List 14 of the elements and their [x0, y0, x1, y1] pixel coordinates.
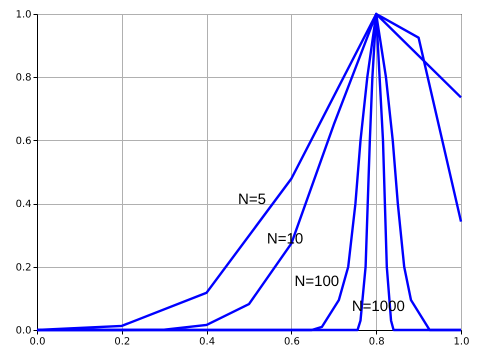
- y-tick-label: 0.0: [16, 326, 32, 336]
- y-tick-label: 0.2: [16, 262, 32, 274]
- series-label: N=100: [294, 273, 340, 290]
- y-tick-label: 1.0: [16, 10, 32, 20]
- x-tick-label: 0.0: [30, 336, 46, 348]
- x-tick-label: 0.6: [284, 336, 300, 348]
- x-tick-label: 0.2: [114, 336, 130, 348]
- x-tick-label: 1.0: [454, 336, 470, 348]
- y-tick-label: 0.8: [16, 72, 32, 84]
- x-tick-label: 0.4: [199, 336, 216, 348]
- x-tick-label: 0.8: [368, 336, 385, 348]
- series-label: N=5: [238, 190, 266, 208]
- y-tick-label: 0.4: [16, 199, 32, 210]
- y-tick-label: 0.6: [16, 136, 32, 147]
